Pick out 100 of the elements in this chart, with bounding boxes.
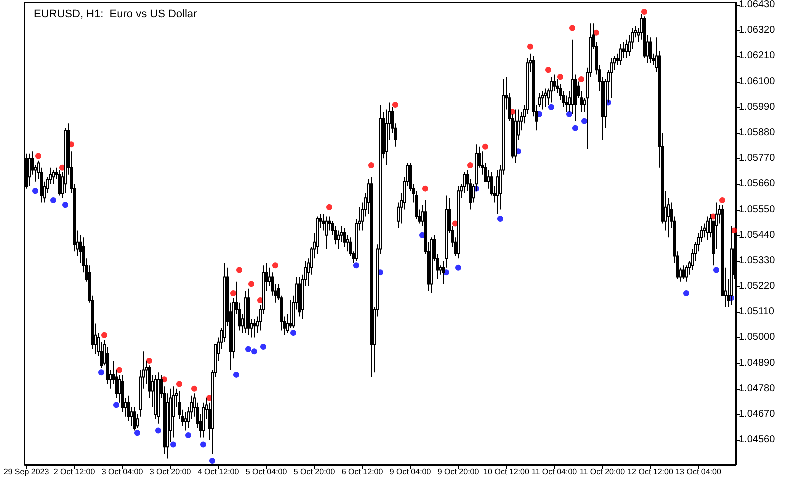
candlestick <box>154 374 157 420</box>
y-tick-label: 1.06210 <box>739 50 776 62</box>
point <box>50 197 56 204</box>
point <box>62 202 68 208</box>
candlestick <box>298 276 301 318</box>
candlestick <box>334 226 337 246</box>
candlestick <box>496 170 499 215</box>
point <box>720 197 726 204</box>
point <box>32 188 38 194</box>
point <box>732 228 738 234</box>
y-tick-label: 1.04560 <box>739 434 776 446</box>
point <box>570 25 576 32</box>
point <box>272 262 278 269</box>
point <box>176 381 182 388</box>
candlestick <box>625 39 628 60</box>
x-tick-label: 13 Oct 04:00 <box>676 468 722 476</box>
x-tick-label: 5 Oct 04:00 <box>246 468 288 476</box>
point <box>186 432 192 438</box>
x-tick-label: 3 Oct 20:00 <box>150 468 192 476</box>
point <box>116 367 122 374</box>
y-tick-label: 1.04890 <box>739 358 776 369</box>
candlestick <box>619 44 622 66</box>
candlestick <box>643 16 646 60</box>
candlestick <box>463 172 466 194</box>
x-tick-label: 29 Sep 2023 <box>4 468 50 476</box>
candlestick <box>172 386 175 438</box>
point <box>594 30 600 36</box>
y-tick-label: 1.05660 <box>739 178 776 190</box>
candlestick <box>157 372 160 424</box>
candlestick <box>28 153 31 187</box>
point <box>566 111 572 118</box>
y-tick-label: 1.05550 <box>739 204 776 216</box>
candlestick <box>247 288 250 336</box>
candlestick <box>457 186 460 260</box>
text: EURUSD, H1: Euro vs US Dollar <box>34 8 198 20</box>
point <box>572 125 578 132</box>
point <box>246 346 252 352</box>
point <box>326 204 332 210</box>
point <box>498 216 504 222</box>
y-tick-label: 1.05770 <box>739 153 776 164</box>
candlestick <box>706 216 709 241</box>
point <box>642 8 648 15</box>
point <box>36 153 42 160</box>
point <box>714 267 720 274</box>
point <box>582 118 588 124</box>
candlestick <box>127 395 130 422</box>
candlestick <box>550 76 553 104</box>
x-tick-label: 10 Oct 12:00 <box>484 468 530 476</box>
candlestick <box>682 265 685 280</box>
point <box>156 428 162 434</box>
point <box>230 290 236 297</box>
point <box>354 262 360 269</box>
candlestick <box>121 374 124 413</box>
x-tick-label: 5 Oct 20:00 <box>294 468 336 476</box>
y-tick-label: 1.05440 <box>739 230 776 241</box>
y-tick-label: 1.05330 <box>739 255 776 266</box>
candlestick <box>337 230 340 250</box>
point <box>482 144 488 150</box>
point <box>456 264 462 271</box>
point <box>368 162 374 169</box>
x-tick-label: 3 Oct 04:00 <box>102 468 144 476</box>
x-tick-label: 4 Oct 12:00 <box>198 468 240 476</box>
point <box>200 442 206 448</box>
candlestick <box>316 216 319 254</box>
y-tick-label: 1.05110 <box>739 306 775 318</box>
point <box>260 344 266 350</box>
y-tick-label: 1.05880 <box>739 127 776 138</box>
point <box>236 267 242 274</box>
y-tick-label: 1.06100 <box>739 76 776 88</box>
candlestick <box>244 290 247 334</box>
point <box>252 348 258 355</box>
point <box>528 44 534 50</box>
point <box>192 386 198 392</box>
candlestick <box>289 300 292 329</box>
point <box>548 104 554 110</box>
candlestick <box>685 265 688 282</box>
candlestick <box>370 176 373 378</box>
x-tick-label: 11 Oct 04:00 <box>532 468 578 476</box>
x-tick-label: 6 Oct 12:00 <box>342 468 384 476</box>
y-tick-label: 1.04670 <box>739 409 776 420</box>
point <box>546 67 552 74</box>
candlestick <box>541 90 544 110</box>
point <box>558 74 564 80</box>
point <box>234 372 240 378</box>
x-tick-label: 11 Oct 20:00 <box>580 468 626 476</box>
point <box>134 430 140 436</box>
candlestick <box>610 58 613 99</box>
candlestick <box>430 237 433 294</box>
x-tick-label: 9 Oct 04:00 <box>390 468 432 476</box>
point <box>290 330 296 336</box>
candlestick <box>649 37 652 64</box>
candlestick <box>52 170 55 185</box>
candlestick <box>343 228 346 248</box>
y-tick-label: 1.06430 <box>739 0 776 10</box>
candlestick <box>184 412 187 432</box>
point <box>422 186 428 192</box>
point <box>114 402 120 408</box>
candlestick <box>202 402 205 438</box>
point <box>468 162 474 169</box>
candlestick <box>133 407 136 432</box>
